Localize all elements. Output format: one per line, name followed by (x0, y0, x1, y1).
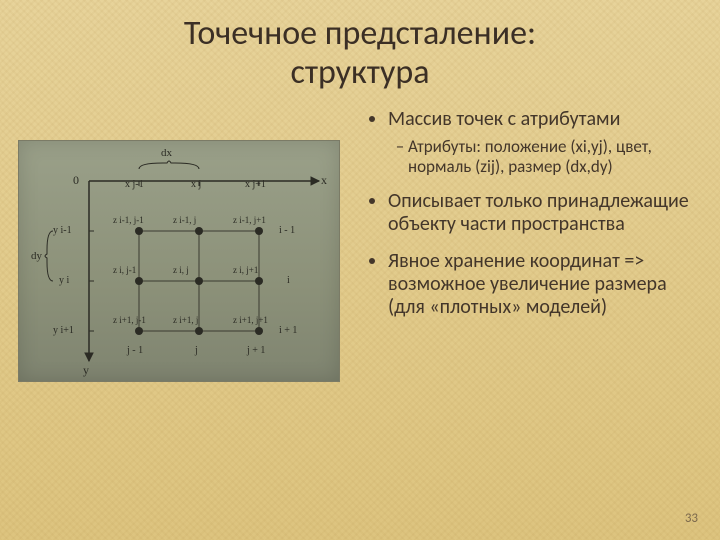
diagram-label: 0 (73, 173, 79, 188)
diagram-label: z i, j-1 (113, 265, 136, 275)
bullet-list-area: Массив точек с атрибутами Атрибуты: поло… (366, 102, 692, 382)
content-row: 0 x y x j-1 x j x j+1 dx dy y i-1 y i y i+1 i - 1 i i… (0, 102, 720, 382)
diagram-label: x j-1 (125, 179, 144, 190)
slide: Точечное предсталение: структура 0 x y x j-… (0, 0, 720, 540)
bullet-3: Явное хранение координат => возможное ув… (388, 250, 692, 319)
diagram-label: j (195, 345, 198, 356)
slide-title: Точечное предсталение: структура (0, 0, 720, 92)
diagram-label: y i+1 (53, 325, 74, 336)
diagram-label: x j+1 (245, 179, 266, 190)
diagram-label: z i+1, j-1 (113, 315, 146, 325)
diagram-label: dy (31, 250, 42, 262)
title-line-1: Точечное предсталение: (184, 13, 536, 54)
diagram-label: i (287, 275, 290, 286)
bullet-1-text: Массив точек с атрибутами (388, 107, 620, 131)
diagram-label: z i+1, j+1 (233, 315, 268, 325)
bullet-1-sublist: Атрибуты: положение (xi,yj), цвет, норма… (388, 137, 692, 176)
diagram-label: i + 1 (279, 325, 297, 336)
left-figure-area: 0 x y x j-1 x j x j+1 dx dy y i-1 y i y i+1 i - 1 i i… (18, 102, 348, 382)
diagram-label: z i-1, j+1 (233, 215, 266, 225)
diagram-label: dx (161, 147, 172, 159)
diagram-label: j - 1 (127, 345, 143, 356)
diagram-label: z i-1, j-1 (113, 215, 144, 225)
bullet-1-sub: Атрибуты: положение (xi,yj), цвет, норма… (408, 137, 692, 176)
page-number: 33 (685, 511, 698, 526)
diagram-label: z i+1, j (173, 315, 198, 325)
diagram-label: j + 1 (247, 345, 265, 356)
diagram-label: y i-1 (53, 225, 72, 236)
grid-diagram: 0 x y x j-1 x j x j+1 dx dy y i-1 y i y i+1 i - 1 i i… (18, 140, 340, 382)
diagram-label: y (83, 363, 89, 378)
bullet-list: Массив точек с атрибутами Атрибуты: поло… (366, 108, 692, 319)
bullet-1: Массив точек с атрибутами Атрибуты: поло… (388, 108, 692, 176)
diagram-label: x j (191, 179, 201, 190)
diagram-label: x (321, 173, 327, 188)
diagram-label: z i, j+1 (233, 265, 258, 275)
diagram-label: i - 1 (279, 225, 295, 236)
diagram-label: y i (59, 275, 69, 286)
diagram-label: z i, j (173, 265, 189, 275)
title-line-2: структура (290, 52, 429, 93)
diagram-label: z i-1, j (173, 215, 196, 225)
bullet-2: Описывает только принадлежащие объекту ч… (388, 190, 692, 236)
